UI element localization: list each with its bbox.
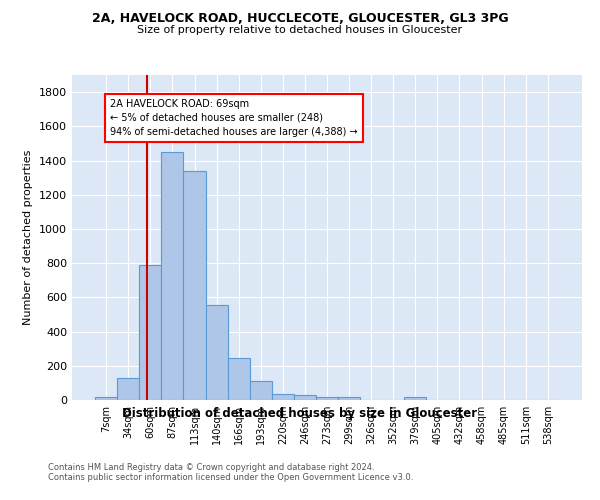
Text: Contains public sector information licensed under the Open Government Licence v3: Contains public sector information licen… [48,472,413,482]
Bar [272,394,294,400]
Bar [227,358,250,400]
Bar [184,171,206,400]
Text: 2A HAVELOCK ROAD: 69sqm
← 5% of detached houses are smaller (248)
94% of semi-de: 2A HAVELOCK ROAD: 69sqm ← 5% of detached… [110,99,358,137]
Bar [316,397,338,400]
Bar [206,305,227,400]
Bar [250,380,272,400]
Text: Contains HM Land Registry data © Crown copyright and database right 2024.: Contains HM Land Registry data © Crown c… [48,462,374,471]
Y-axis label: Number of detached properties: Number of detached properties [23,150,34,325]
Bar [338,397,360,400]
Bar [294,395,316,400]
Bar [161,152,184,400]
Text: Distribution of detached houses by size in Gloucester: Distribution of detached houses by size … [122,408,478,420]
Text: Size of property relative to detached houses in Gloucester: Size of property relative to detached ho… [137,25,463,35]
Bar [117,378,139,400]
Bar [95,396,117,400]
Bar [404,396,427,400]
Text: 2A, HAVELOCK ROAD, HUCCLECOTE, GLOUCESTER, GL3 3PG: 2A, HAVELOCK ROAD, HUCCLECOTE, GLOUCESTE… [92,12,508,26]
Bar [139,265,161,400]
